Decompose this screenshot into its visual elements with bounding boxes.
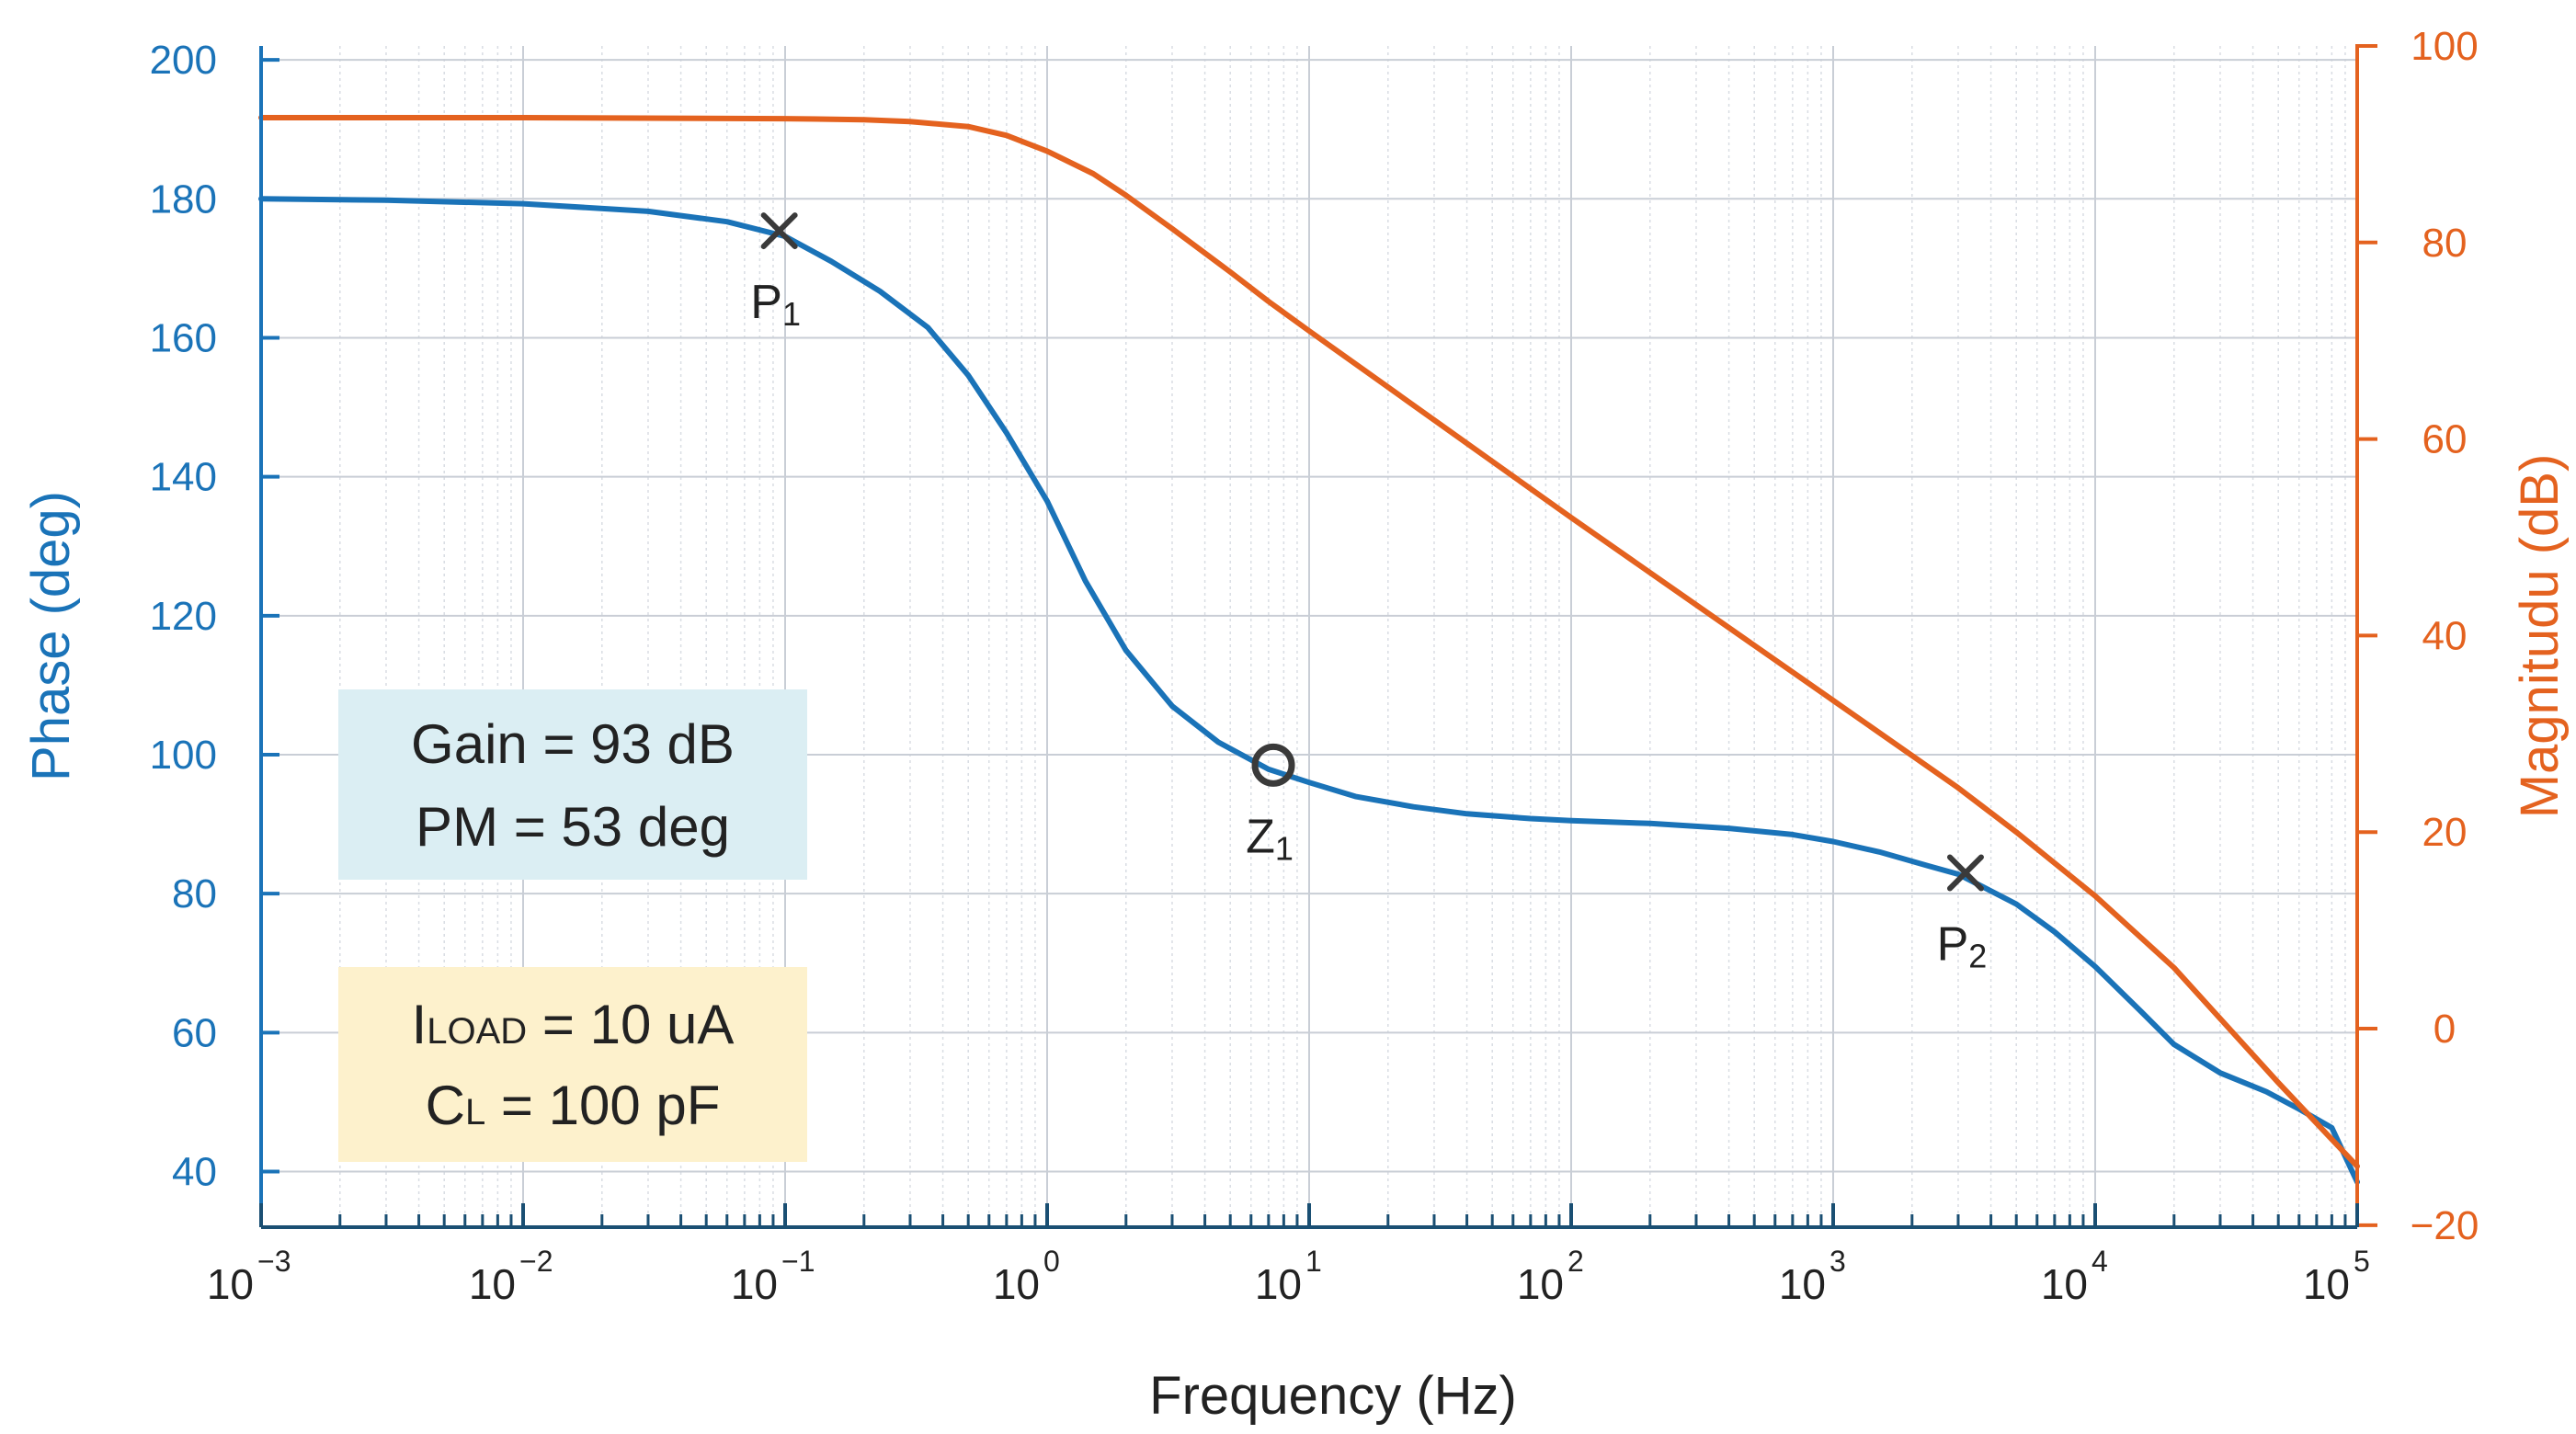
- x-tick-exponent: 0: [1043, 1245, 1060, 1278]
- left-tick-label: 80: [172, 871, 217, 916]
- left-axis-title: Phase (deg): [21, 491, 81, 781]
- x-tick-label: 10: [1255, 1260, 1302, 1308]
- left-tick-label: 160: [150, 315, 217, 360]
- left-tick-label: 200: [150, 38, 217, 83]
- right-tick-label: 100: [2411, 24, 2478, 69]
- annotation-label: P2: [1937, 918, 1988, 975]
- x-tick-label: 10: [2303, 1260, 2350, 1308]
- x-tick-label: 10: [993, 1260, 1040, 1308]
- left-tick-label: 140: [150, 455, 217, 500]
- x-tick-label: 10: [731, 1260, 778, 1308]
- magnitude-line: [258, 115, 2360, 1169]
- annotation-markers: P1 Z1 P2: [750, 212, 1988, 975]
- pole-marker-stroke: [1946, 854, 1984, 892]
- x-tick-exponent: −2: [519, 1245, 553, 1278]
- annotation-label: Z1: [1246, 810, 1294, 867]
- left-tick-label: 60: [172, 1010, 217, 1055]
- x-tick-label: 10: [1517, 1260, 1564, 1308]
- iload-text: ILOAD = 10 uA: [412, 994, 735, 1055]
- right-tick-label: −20: [2411, 1203, 2479, 1248]
- pm-text: PM = 53 deg: [416, 796, 730, 858]
- info-boxes: Gain = 93 dB PM = 53 deg ILOAD = 10 uA C…: [338, 689, 807, 1162]
- x-tick-exponent: 2: [1567, 1245, 1584, 1278]
- right-tick-label: 40: [2422, 613, 2468, 658]
- right-tick-label: 60: [2422, 417, 2468, 462]
- x-tick-label: 10: [2041, 1260, 2088, 1308]
- x-tick-label: 10: [1779, 1260, 1826, 1308]
- gain-pm-box: [338, 689, 807, 880]
- pole-marker-stroke: [760, 212, 798, 250]
- right-tick-label: 20: [2422, 810, 2468, 855]
- axes: [259, 44, 2377, 1229]
- left-tick-label: 180: [150, 176, 217, 222]
- zero-marker: [1251, 743, 1295, 787]
- cl-text: CL = 100 pF: [426, 1075, 721, 1136]
- phase-line: [258, 196, 2360, 1185]
- x-tick-exponent: −3: [257, 1245, 291, 1278]
- x-tick-exponent: −1: [781, 1245, 815, 1278]
- x-tick-label: 10: [207, 1260, 254, 1308]
- x-axis-title: Frequency (Hz): [1149, 1366, 1517, 1426]
- tick-labels: 406080100120140160180200−200204060801001…: [150, 24, 2479, 1308]
- right-tick-label: 0: [2434, 1007, 2456, 1052]
- x-tick-exponent: 3: [1829, 1245, 1846, 1278]
- left-tick-label: 40: [172, 1150, 217, 1195]
- series-lines: [258, 115, 2360, 1185]
- x-tick-exponent: 5: [2354, 1245, 2370, 1278]
- left-tick-label: 100: [150, 733, 217, 778]
- x-tick-exponent: 4: [2092, 1245, 2108, 1278]
- load-box: [338, 967, 807, 1162]
- x-tick-label: 10: [469, 1260, 516, 1308]
- gain-text: Gain = 93 dB: [411, 713, 735, 775]
- annotation-label: P1: [750, 276, 801, 333]
- right-axis-title: Magnitudu (dB): [2510, 454, 2570, 819]
- left-tick-label: 120: [150, 594, 217, 639]
- x-tick-exponent: 1: [1305, 1245, 1322, 1278]
- right-tick-label: 80: [2422, 221, 2468, 266]
